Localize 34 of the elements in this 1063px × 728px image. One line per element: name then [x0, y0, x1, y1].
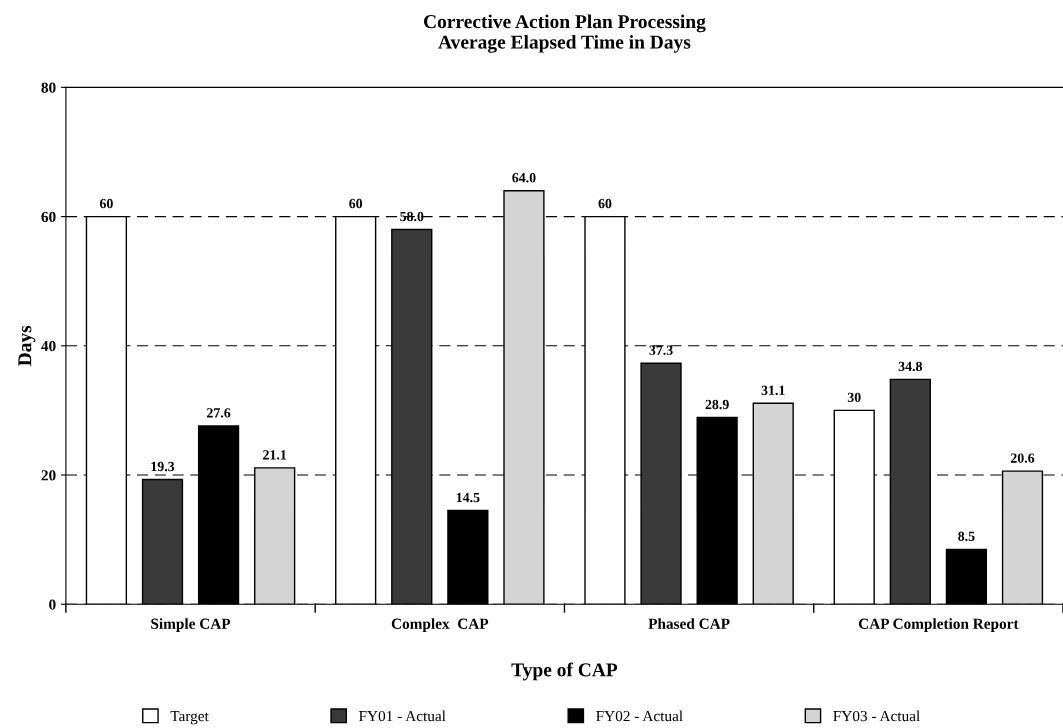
legend-label: FY01 - Actual	[358, 710, 446, 722]
y-tick-label: 40	[41, 340, 56, 352]
y-tick-label: 80	[41, 82, 56, 93]
y-tick-label: 20	[41, 470, 56, 481]
data-label: 20.6	[1010, 453, 1035, 463]
x-tick-label: CAP Completion Report	[858, 618, 1019, 632]
legend-label: Target	[170, 711, 209, 725]
data-label: 60	[349, 198, 363, 209]
data-label: 27.6	[207, 408, 231, 418]
bar	[447, 509, 489, 605]
data-label: 19.3	[151, 461, 175, 472]
data-label: 34.8	[898, 361, 923, 372]
data-label: 14.5	[456, 492, 480, 503]
data-label: 8.5	[958, 531, 975, 542]
data-label: 64.0	[512, 172, 536, 183]
bar	[945, 548, 988, 605]
legend-label: FY03 - Actual	[833, 710, 920, 722]
legend-label: FY02 - Actual	[596, 710, 683, 722]
y-axis-title: Days	[18, 325, 36, 366]
chart-title: Corrective Action Plan Processing Average Elapsed Time in Days	[423, 14, 706, 53]
data-label: 60	[598, 198, 612, 209]
data-label: 60	[99, 198, 113, 209]
data-label: 30	[847, 392, 861, 403]
data-label: 37.3	[649, 345, 673, 355]
x-tick-label: Phased CAP	[648, 618, 730, 629]
data-label: 31.1	[761, 385, 785, 395]
y-tick-label: 60	[41, 211, 56, 223]
x-tick-label: Simple CAP	[151, 618, 231, 632]
data-label: 21.1	[263, 450, 287, 460]
x-tick-label: Complex CAP	[391, 618, 489, 632]
x-axis-title: Type of CAP	[511, 662, 618, 681]
y-tick-label: 0	[49, 599, 56, 610]
bar	[141, 478, 184, 605]
data-label: 28.9	[705, 399, 729, 410]
